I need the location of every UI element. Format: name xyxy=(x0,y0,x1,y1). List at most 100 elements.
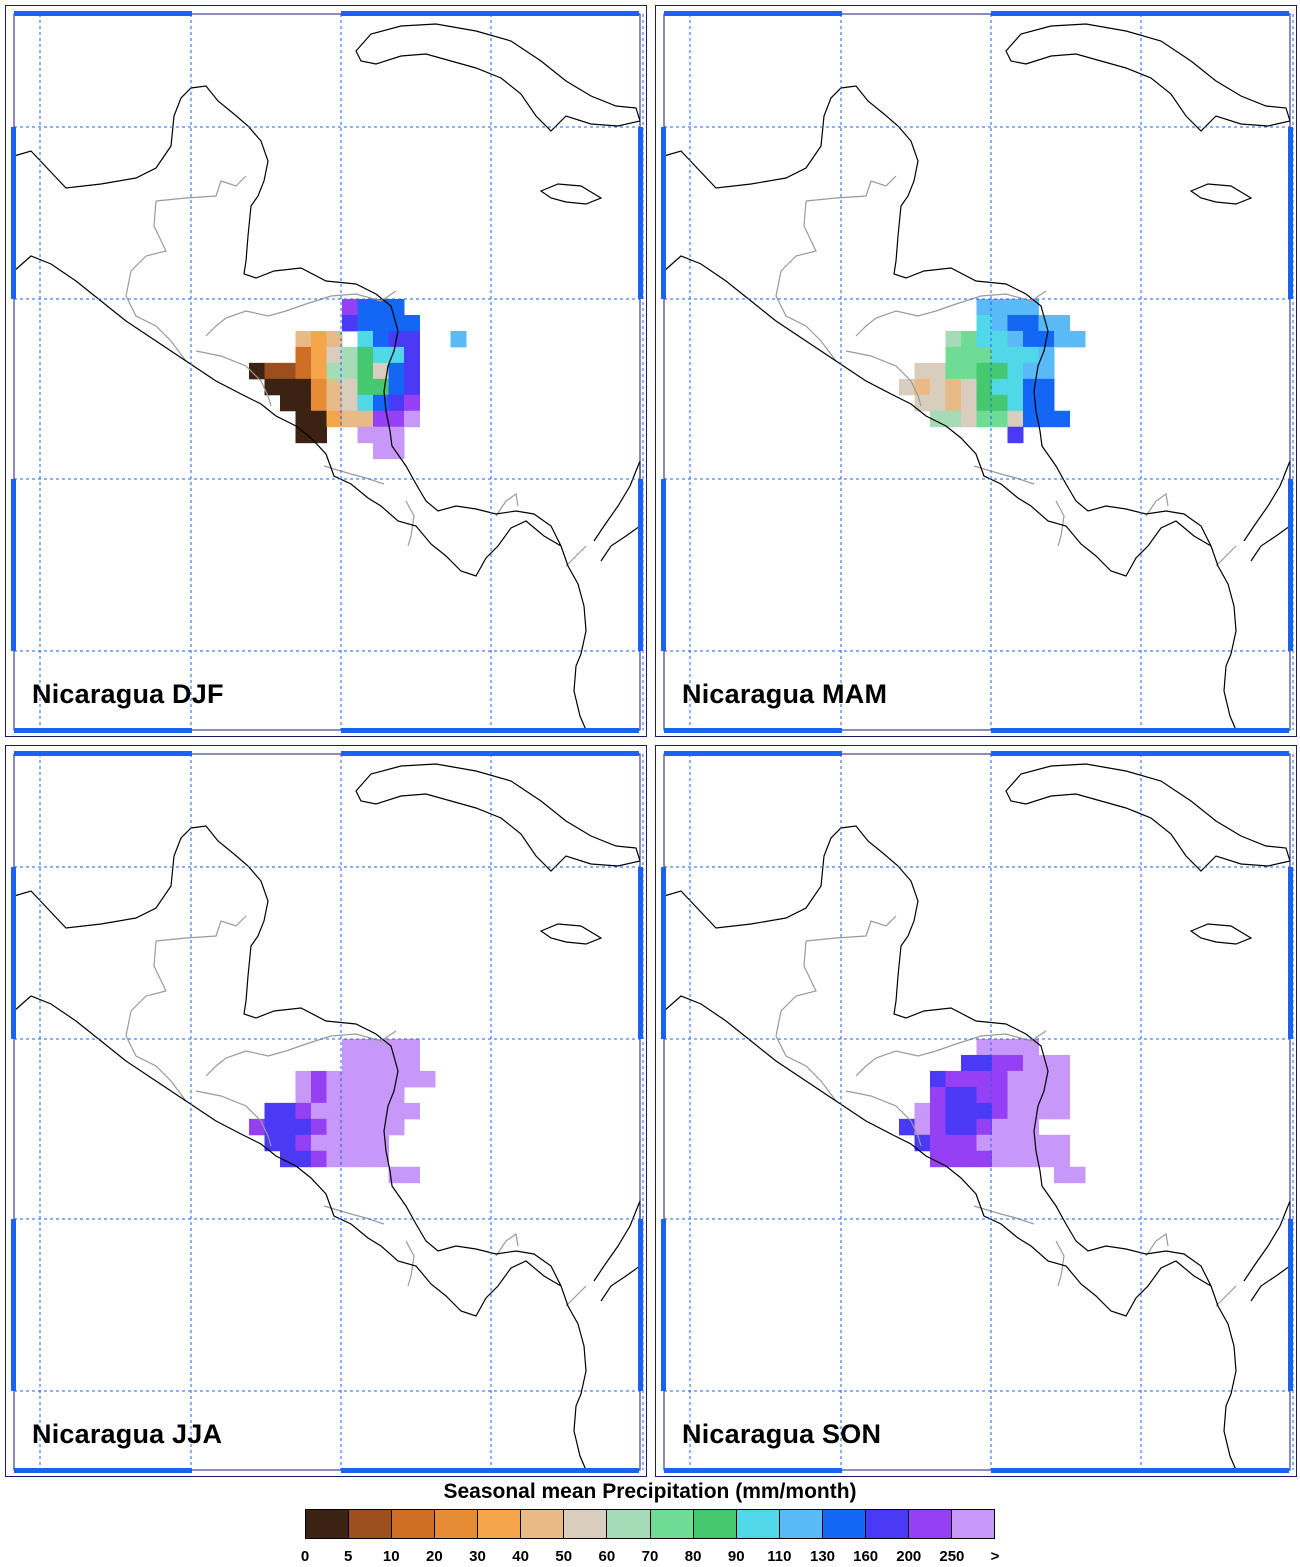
precip-cell xyxy=(388,1054,405,1072)
precip-cell xyxy=(373,1086,389,1104)
colorbar-swatch xyxy=(306,1510,350,1538)
precip-cell xyxy=(450,330,467,348)
coastline xyxy=(593,1200,641,1302)
map-svg-mam xyxy=(661,11,1294,733)
map-panel-djf: Nicaragua DJF xyxy=(5,5,647,737)
coastline xyxy=(13,85,587,731)
precip-cell xyxy=(1038,314,1055,332)
precip-cell xyxy=(357,378,374,396)
precip-cell xyxy=(961,330,977,348)
precip-cell xyxy=(1038,346,1055,364)
colorbar-swatch xyxy=(435,1510,479,1538)
precip-cell xyxy=(404,1039,420,1056)
precip-cell xyxy=(1023,330,1039,348)
precip-cell xyxy=(342,1118,358,1136)
colorbar-swatch xyxy=(908,1510,952,1538)
precip-cell xyxy=(1038,1134,1055,1152)
precip-cell xyxy=(373,346,389,364)
precip-cell xyxy=(326,1134,343,1152)
colorbar-title: Seasonal mean Precipitation (mm/month) xyxy=(443,1480,857,1503)
coastline xyxy=(1243,1200,1291,1302)
precip-cell xyxy=(342,1054,358,1072)
colorbar-label: 40 xyxy=(512,1548,529,1565)
precip-cell xyxy=(419,1070,436,1088)
precip-cell xyxy=(311,346,327,364)
precip-cell xyxy=(373,330,389,348)
precip-cell xyxy=(992,410,1008,428)
frame-accent xyxy=(638,867,643,1039)
frame-accent xyxy=(661,1219,666,1391)
precip-cell xyxy=(404,1166,420,1184)
island-coastline xyxy=(539,183,603,205)
island-coastline xyxy=(355,763,641,872)
island-coastline xyxy=(1189,183,1253,205)
colorbar-label: 160 xyxy=(853,1548,879,1565)
precip-cell xyxy=(357,1054,374,1072)
precip-cell xyxy=(388,442,405,460)
colorbar-swatch xyxy=(736,1510,780,1538)
precip-cell xyxy=(295,426,312,444)
precip-cell xyxy=(1007,1054,1024,1072)
precip-cell xyxy=(357,1150,374,1168)
precip-cell xyxy=(976,1086,993,1104)
country-border xyxy=(973,1205,1035,1225)
precip-cell xyxy=(357,1039,374,1056)
precip-cell xyxy=(930,1102,946,1120)
precip-cell xyxy=(1023,1102,1039,1120)
map-panel-mam: Nicaragua MAM xyxy=(655,5,1297,737)
frame-accent xyxy=(638,479,643,651)
precip-cell xyxy=(976,1054,993,1072)
panel-title: Nicaragua JJA xyxy=(32,1419,223,1449)
precip-cell xyxy=(373,1150,389,1168)
country-border xyxy=(973,465,1035,485)
precip-cell xyxy=(992,314,1008,332)
precip-cell xyxy=(342,346,358,364)
precip-cell xyxy=(945,1134,962,1152)
precip-cell xyxy=(342,1070,358,1088)
country-border xyxy=(1055,1240,1065,1287)
precip-cell xyxy=(295,1102,312,1120)
precip-cell xyxy=(1038,394,1055,412)
precip-cell xyxy=(373,362,389,380)
country-border xyxy=(805,175,897,202)
map-panel-son: Nicaragua SON xyxy=(655,745,1297,1477)
precip-cell xyxy=(295,1118,312,1136)
coastline xyxy=(663,85,1237,731)
precip-cell xyxy=(992,378,1008,396)
precip-cell xyxy=(976,394,993,412)
precip-cell xyxy=(992,394,1008,412)
country-border xyxy=(1055,500,1065,547)
precip-cell xyxy=(1007,394,1024,412)
precip-cell xyxy=(1054,1102,1070,1120)
frame-accent xyxy=(11,479,16,651)
precip-cell xyxy=(976,1150,993,1168)
precip-cell xyxy=(326,362,343,380)
precip-cell xyxy=(373,1102,389,1120)
precip-cell xyxy=(976,299,993,316)
coastline xyxy=(663,825,1237,1471)
precip-cell xyxy=(280,1150,296,1168)
frame-accent xyxy=(664,751,842,756)
map-svg-jja xyxy=(11,751,644,1473)
precip-cell xyxy=(295,1070,312,1088)
precip-cell xyxy=(914,362,931,380)
precip-cell xyxy=(373,410,389,428)
precip-cell xyxy=(1007,1150,1024,1168)
precip-cell xyxy=(1007,378,1024,396)
precip-cell xyxy=(357,1086,374,1104)
precip-cell xyxy=(264,1102,281,1120)
precip-cell xyxy=(1054,1134,1070,1152)
map-frame xyxy=(13,13,641,731)
colorbar-swatch xyxy=(349,1510,393,1538)
precip-cell xyxy=(388,1166,405,1184)
precip-cell xyxy=(280,1102,296,1120)
colorbar-label: 60 xyxy=(598,1548,616,1565)
precip-cell xyxy=(295,346,312,364)
colorbar-swatch xyxy=(865,1510,909,1538)
precip-cell xyxy=(992,1070,1008,1088)
country-border xyxy=(155,915,247,942)
precip-cell xyxy=(357,330,374,348)
precip-cell xyxy=(311,1118,327,1136)
precip-cell xyxy=(961,1086,977,1104)
precip-cell xyxy=(961,1102,977,1120)
